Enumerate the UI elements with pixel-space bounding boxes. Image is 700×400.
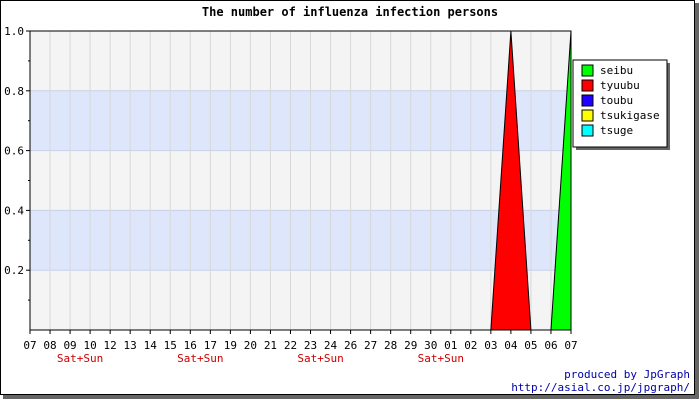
x-tick-label: 28 <box>384 339 397 352</box>
x-tick-label: 26 <box>344 339 357 352</box>
legend: seibu tyuubu toubu tsukigase tsuge <box>572 59 670 150</box>
legend-label-tsukigase: tsukigase <box>600 109 660 122</box>
legend-label-tsuge: tsuge <box>600 124 633 137</box>
band <box>30 90 571 151</box>
x-tick-label: 04 <box>504 339 518 352</box>
x-tick-label: 20 <box>244 339 257 352</box>
x-tick-label: 12 <box>104 339 117 352</box>
x-tick-label: 09 <box>63 339 76 352</box>
x-tick-label: 23 <box>304 339 317 352</box>
band <box>30 210 571 271</box>
y-tick-label: 0.2 <box>4 264 24 277</box>
legend-swatch-seibu <box>581 64 594 77</box>
legend-swatch-tsukigase <box>581 109 594 122</box>
x-tick-label: 24 <box>324 339 338 352</box>
legend-swatch-tsuge <box>581 124 594 137</box>
legend-swatch-toubu <box>581 94 594 107</box>
x-tick-label: 30 <box>424 339 437 352</box>
x-tick-label: 06 <box>544 339 557 352</box>
y-tick-label: 0.4 <box>4 204 24 217</box>
x-tick-label: 13 <box>124 339 137 352</box>
x-tick-label: 15 <box>164 339 177 352</box>
x-tick-label: 08 <box>43 339 56 352</box>
x-tick-label: 14 <box>144 339 158 352</box>
y-axis: 0.2 0.4 0.6 0.8 1.0 <box>4 25 30 301</box>
plot-area: 0.2 0.4 0.6 0.8 1.0 07 08 09 10 12 13 14 15 16 17 19 20… <box>4 25 578 365</box>
x-tick-label: 29 <box>404 339 417 352</box>
weekend-label: Sat+Sun <box>57 352 103 365</box>
x-tick-label: 22 <box>284 339 297 352</box>
x-tick-label: 02 <box>464 339 477 352</box>
credit-line-1: produced by JpGraph <box>564 368 690 381</box>
x-tick-label: 17 <box>204 339 217 352</box>
credit-line-2: http://asial.co.jp/jpgraph/ <box>511 381 690 394</box>
x-tick-label: 05 <box>524 339 537 352</box>
weekend-label: Sat+Sun <box>297 352 343 365</box>
weekend-label: Sat+Sun <box>177 352 223 365</box>
x-tick-label: 10 <box>83 339 96 352</box>
weekend-label: Sat+Sun <box>418 352 464 365</box>
x-tick-label: 01 <box>444 339 457 352</box>
x-tick-label: 21 <box>264 339 277 352</box>
x-axis: 07 08 09 10 12 13 14 15 16 17 19 20 21 22 23 24 26 27 28 29… <box>23 330 578 365</box>
x-tick-label: 07 <box>564 339 577 352</box>
y-tick-label: 0.6 <box>4 145 24 158</box>
x-tick-label: 07 <box>23 339 36 352</box>
legend-swatch-tyuubu <box>581 79 594 92</box>
x-tick-label: 19 <box>224 339 237 352</box>
legend-label-toubu: toubu <box>600 94 633 107</box>
x-tick-label: 16 <box>184 339 197 352</box>
y-tick-label: 1.0 <box>4 25 24 38</box>
legend-label-tyuubu: tyuubu <box>600 79 640 92</box>
y-tick-label: 0.8 <box>4 85 24 98</box>
chart-title: The number of influenza infection person… <box>202 5 498 19</box>
x-tick-label: 27 <box>364 339 377 352</box>
legend-label-seibu: seibu <box>600 64 633 77</box>
plot-background <box>30 31 571 330</box>
background-bands <box>30 30 571 330</box>
x-tick-label: 03 <box>484 339 497 352</box>
